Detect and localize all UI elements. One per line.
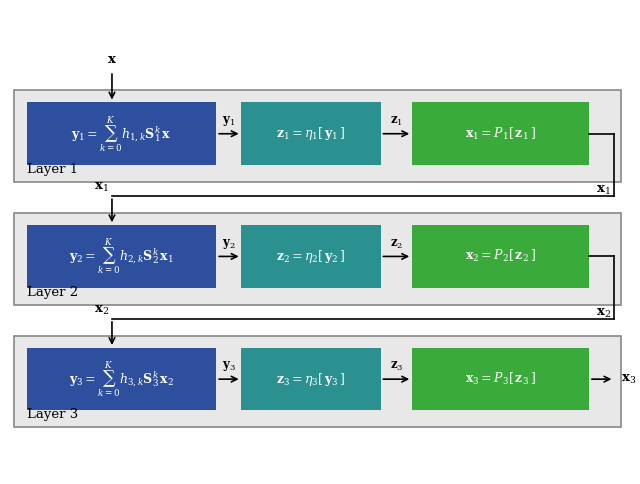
- FancyBboxPatch shape: [412, 103, 589, 165]
- Text: $\mathbf{z}_3$: $\mathbf{z}_3$: [390, 360, 403, 373]
- Text: $\mathbf{x}_1$: $\mathbf{x}_1$: [596, 184, 611, 197]
- Text: Layer 3: Layer 3: [27, 408, 78, 422]
- Text: $\mathbf{z}_1$: $\mathbf{z}_1$: [390, 115, 403, 128]
- Text: $\mathbf{x}_2 = P_2\left[\, \mathbf{z}_2 \,\right]$: $\mathbf{x}_2 = P_2\left[\, \mathbf{z}_2…: [465, 248, 536, 264]
- Text: $\mathbf{y}_3$: $\mathbf{y}_3$: [222, 360, 236, 373]
- Text: $\mathbf{y}_1$: $\mathbf{y}_1$: [222, 114, 236, 128]
- Text: $\mathbf{z}_1 = \eta_1\left[\, \mathbf{y}_1 \,\right]$: $\mathbf{z}_1 = \eta_1\left[\, \mathbf{y…: [276, 125, 346, 142]
- Text: $\mathbf{y}_2$: $\mathbf{y}_2$: [222, 237, 236, 251]
- Text: $\mathbf{x}_1 = P_1\left[\, \mathbf{z}_1 \,\right]$: $\mathbf{x}_1 = P_1\left[\, \mathbf{z}_1…: [465, 126, 536, 142]
- Text: $\mathbf{x}_2$: $\mathbf{x}_2$: [596, 307, 611, 320]
- FancyBboxPatch shape: [241, 225, 381, 287]
- FancyBboxPatch shape: [27, 225, 216, 287]
- Text: $\mathbf{z}_3 = \eta_3\left[\, \mathbf{y}_3 \,\right]$: $\mathbf{z}_3 = \eta_3\left[\, \mathbf{y…: [276, 371, 346, 388]
- Text: $\mathbf{x}_3$: $\mathbf{x}_3$: [621, 373, 636, 386]
- FancyBboxPatch shape: [412, 348, 589, 410]
- Text: $\mathbf{x}$: $\mathbf{x}$: [107, 53, 117, 66]
- Text: $\mathbf{x}_3 = P_3\left[\, \mathbf{z}_3 \,\right]$: $\mathbf{x}_3 = P_3\left[\, \mathbf{z}_3…: [465, 371, 536, 387]
- Text: $\mathbf{y}_2 = \sum_{k=0}^{K} h_{2,k}\mathbf{S}_2^k\, \mathbf{x}_1$: $\mathbf{y}_2 = \sum_{k=0}^{K} h_{2,k}\m…: [69, 237, 174, 276]
- FancyBboxPatch shape: [241, 348, 381, 410]
- Text: $\mathbf{x}_1$: $\mathbf{x}_1$: [94, 181, 109, 194]
- FancyBboxPatch shape: [27, 348, 216, 410]
- FancyBboxPatch shape: [412, 225, 589, 287]
- Text: $\mathbf{z}_2$: $\mathbf{z}_2$: [390, 238, 403, 251]
- Text: Layer 1: Layer 1: [27, 163, 78, 176]
- Text: Layer 2: Layer 2: [27, 286, 78, 299]
- FancyBboxPatch shape: [241, 103, 381, 165]
- FancyBboxPatch shape: [14, 91, 621, 182]
- FancyBboxPatch shape: [14, 213, 621, 304]
- Text: $\mathbf{y}_1 = \sum_{k=0}^{K} h_{1,k}\mathbf{S}_1^k\, \mathbf{x}$: $\mathbf{y}_1 = \sum_{k=0}^{K} h_{1,k}\m…: [71, 114, 172, 153]
- Text: $\mathbf{y}_3 = \sum_{k=0}^{K} h_{3,k}\mathbf{S}_3^k\, \mathbf{x}_2$: $\mathbf{y}_3 = \sum_{k=0}^{K} h_{3,k}\m…: [69, 359, 174, 399]
- Text: $\mathbf{x}_2$: $\mathbf{x}_2$: [93, 303, 109, 317]
- Text: $\mathbf{z}_2 = \eta_2\left[\, \mathbf{y}_2 \,\right]$: $\mathbf{z}_2 = \eta_2\left[\, \mathbf{y…: [276, 248, 346, 265]
- FancyBboxPatch shape: [27, 103, 216, 165]
- FancyBboxPatch shape: [14, 336, 621, 427]
